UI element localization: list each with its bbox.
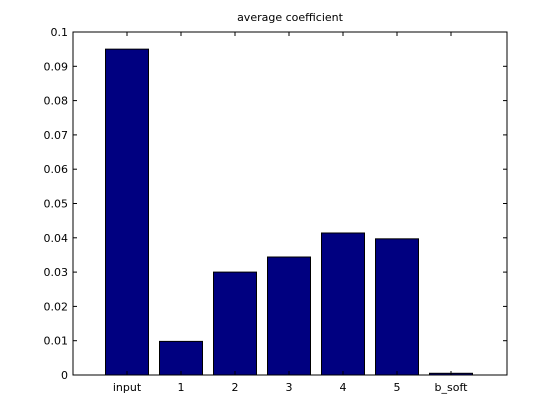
y-tick-label: 0.02	[44, 300, 69, 313]
y-tick-label: 0	[61, 369, 68, 382]
x-axis-ticks: input 1 2 3 4 5 b_soft	[113, 32, 468, 394]
y-tick-label: 0.03	[44, 266, 69, 279]
y-tick-label: 0.09	[44, 60, 69, 73]
x-tick-label: 3	[286, 381, 293, 394]
bar-1	[159, 340, 203, 376]
y-tick-label: 0.05	[44, 198, 69, 211]
x-tick-label: b_soft	[435, 381, 469, 394]
y-tick-label: 0.01	[44, 335, 69, 348]
chart-title: average coefficient	[237, 11, 344, 24]
x-tick-label: 5	[394, 381, 401, 394]
x-tick-label: 4	[340, 381, 347, 394]
bar-3	[267, 256, 311, 376]
bar-4	[321, 232, 365, 376]
y-tick-label: 0.07	[44, 129, 69, 142]
y-tick-label: 0.1	[51, 26, 69, 39]
axes-box	[72, 31, 508, 376]
bars-group	[105, 48, 473, 376]
x-tick-label: 2	[232, 381, 239, 394]
bar-2	[213, 271, 257, 376]
y-tick-label: 0.08	[44, 95, 69, 108]
x-tick-label: 1	[178, 381, 185, 394]
x-tick-label: input	[113, 381, 142, 394]
y-axis-ticks: 0 0.01 0.02 0.03 0.04 0.05 0.06 0.07 0.08 0.09 0.1	[44, 26, 507, 382]
y-tick-label: 0.06	[44, 163, 69, 176]
bar-input	[105, 48, 149, 376]
y-tick-label: 0.04	[44, 232, 69, 245]
bar-5	[375, 238, 419, 376]
